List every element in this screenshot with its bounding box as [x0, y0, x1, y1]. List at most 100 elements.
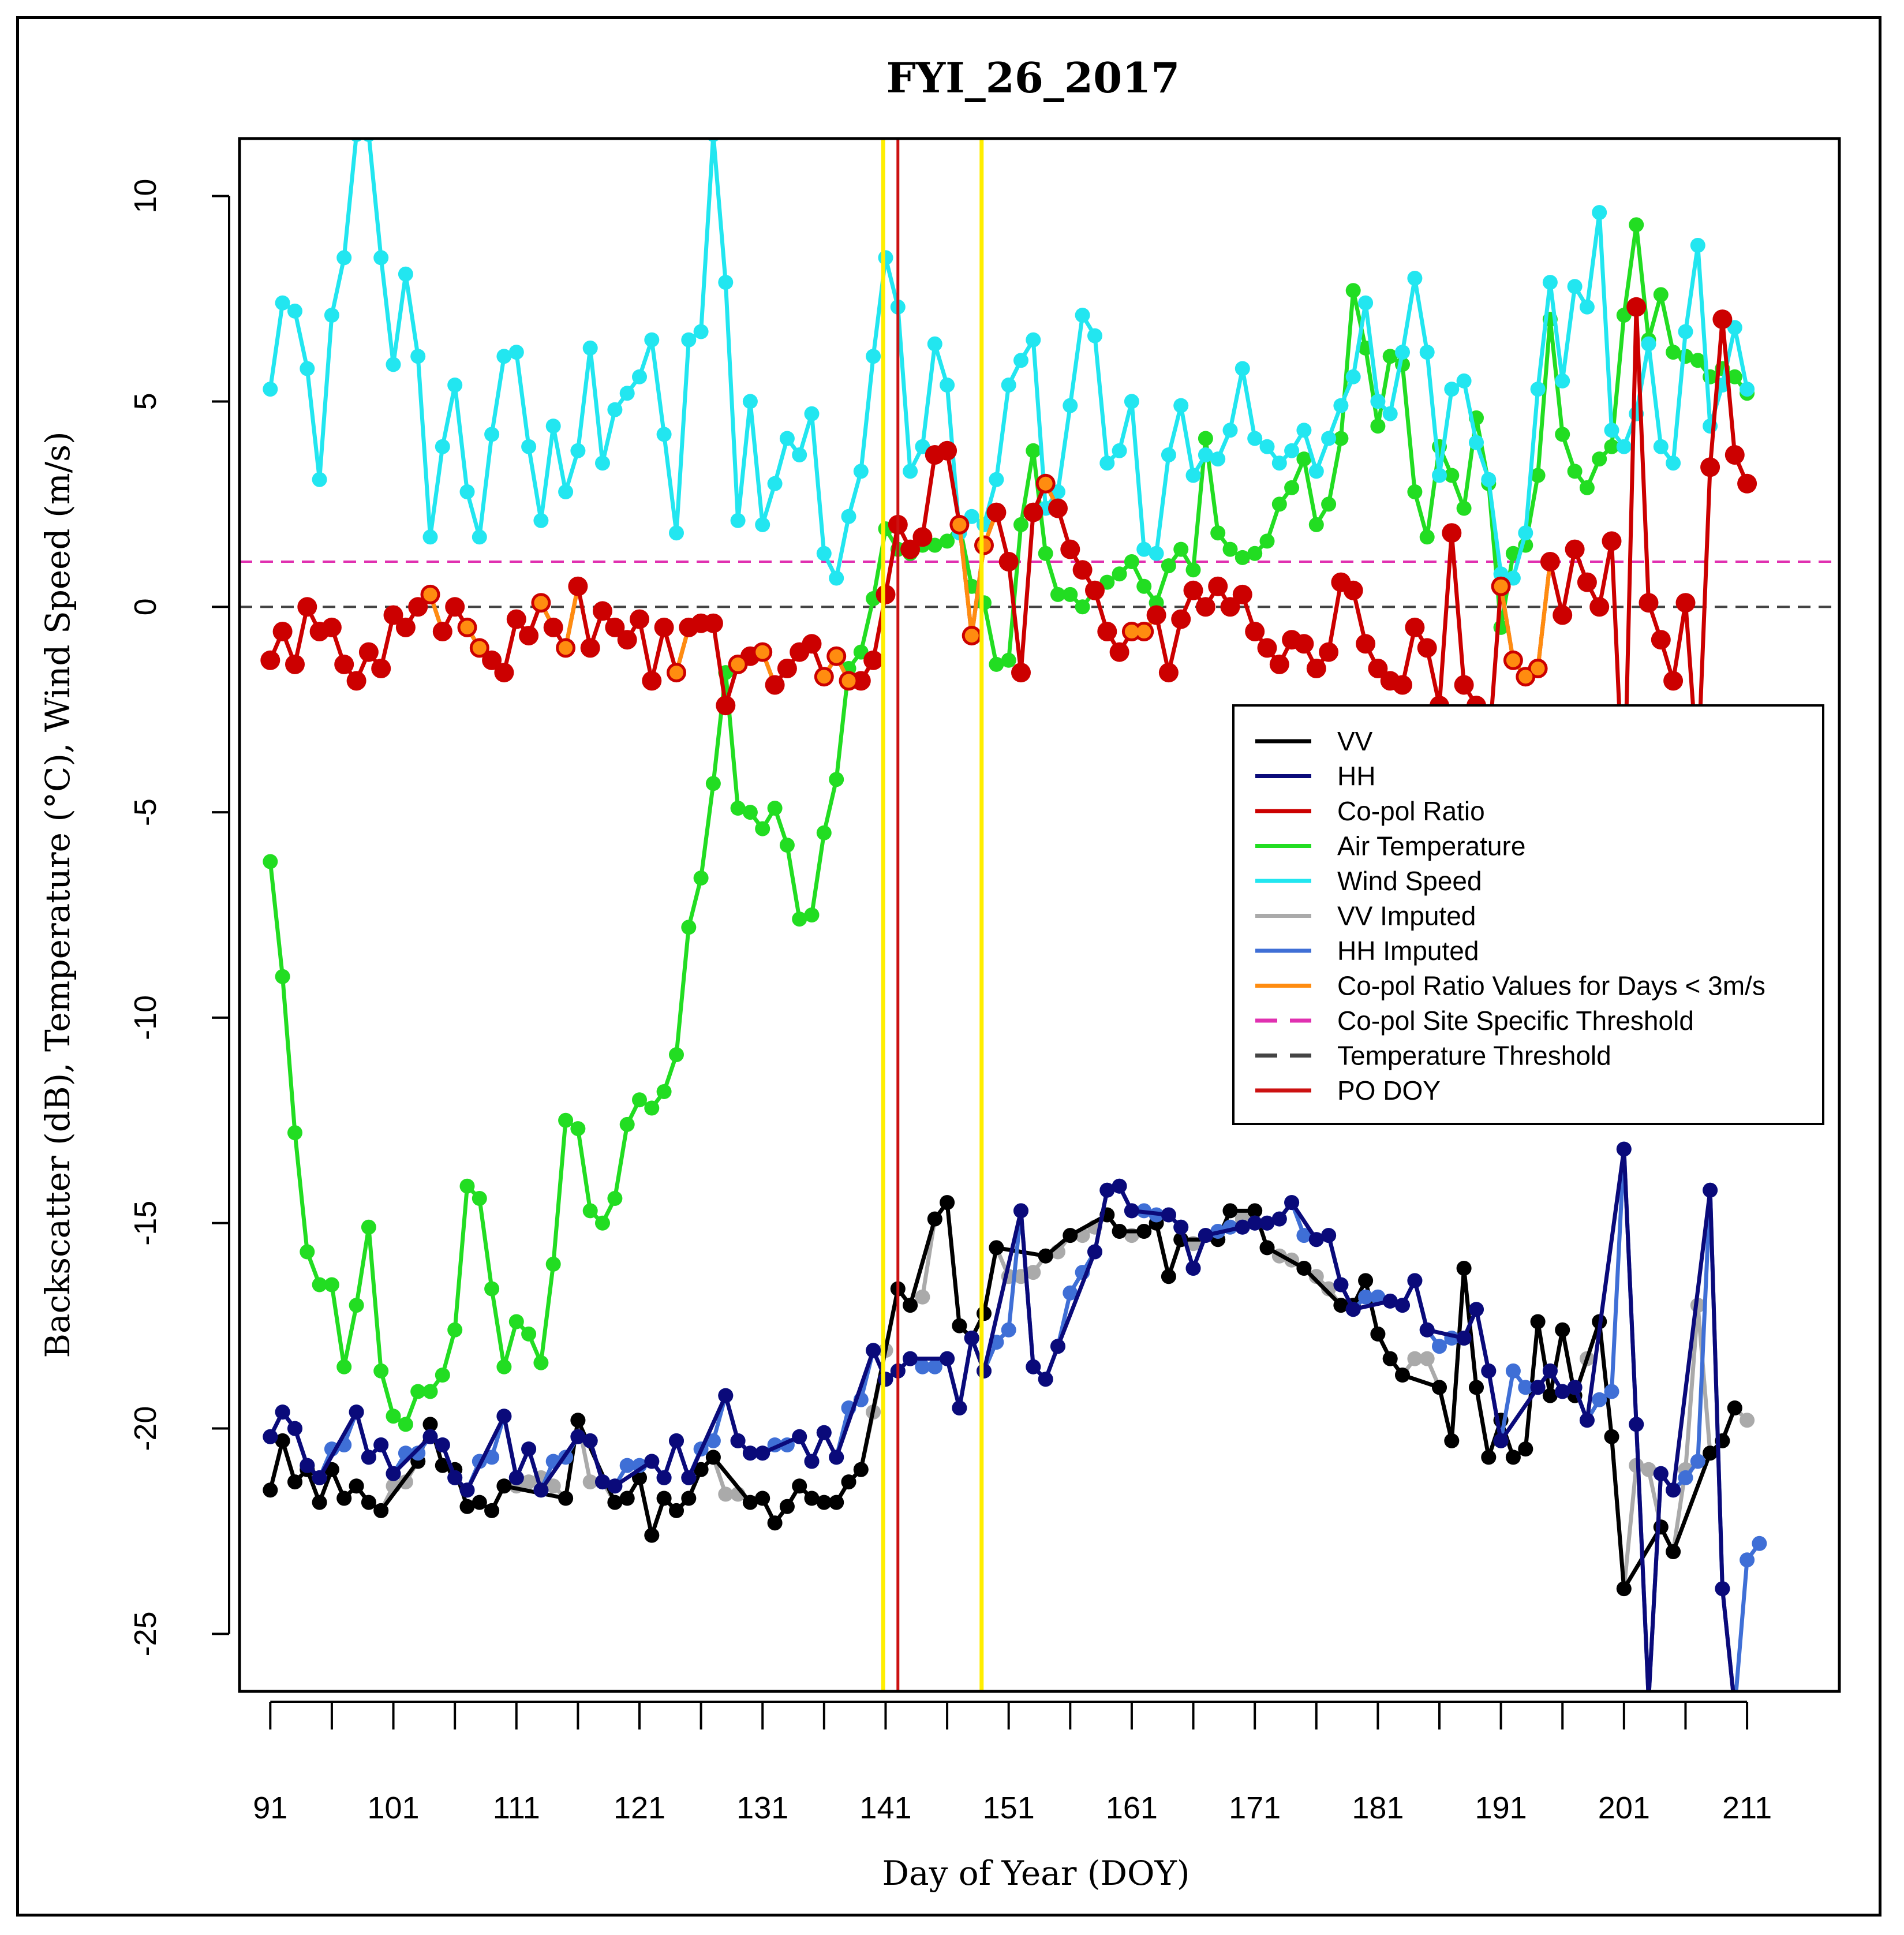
wind-speed-point [1555, 373, 1570, 389]
vv-imputed-point [915, 1289, 930, 1305]
air-temperature-point [1013, 517, 1028, 532]
legend-label: Air Temperature [1337, 831, 1525, 861]
wind-speed-point [275, 295, 290, 311]
x-tick-label: 161 [1106, 1791, 1158, 1825]
air-temperature-point [816, 825, 832, 841]
air-temperature-point [1124, 554, 1139, 569]
wind-speed-point [287, 303, 302, 319]
air-temperature-point [1112, 566, 1127, 582]
wind-speed-point [484, 427, 500, 442]
wind-speed-point [1321, 431, 1337, 446]
air-temperature-point [324, 1277, 339, 1293]
hh-point [940, 1351, 955, 1366]
vv-point [1259, 1240, 1275, 1256]
legend-label: VV Imputed [1337, 901, 1476, 931]
air-temperature-point [1050, 587, 1065, 602]
vv-point [459, 1499, 475, 1514]
air-temperature-point [558, 1112, 574, 1128]
wind-speed-point [619, 386, 635, 401]
copol-ratio-point [1737, 473, 1757, 494]
wind-speed-point [1419, 345, 1435, 360]
vv-point [1395, 1368, 1410, 1383]
wind-speed-point [730, 513, 746, 528]
copol-ratio-point [1048, 498, 1068, 518]
vv-point [349, 1478, 364, 1494]
copol-ratio-point [1171, 609, 1191, 629]
hh-point [644, 1454, 660, 1469]
hh-point [1026, 1359, 1041, 1374]
y-tick-label: 0 [128, 598, 163, 615]
hh-point [681, 1470, 697, 1485]
wind-speed-point [1247, 431, 1263, 446]
air-temperature-point [730, 801, 746, 816]
vv-point [841, 1474, 856, 1490]
wind-speed-point [1358, 295, 1374, 311]
vv-point [644, 1527, 660, 1543]
wind-speed-point [435, 439, 450, 454]
copol-ratio-point [506, 609, 526, 629]
copol-ratio-point [605, 617, 625, 637]
wind-speed-point [829, 570, 844, 586]
hh-point [1013, 1203, 1028, 1219]
copol-low-wind-point [559, 641, 573, 655]
legend-label: PO DOY [1337, 1075, 1441, 1105]
air-temperature-point [1173, 541, 1189, 557]
hh-point [669, 1433, 684, 1448]
hh-point [300, 1458, 315, 1473]
legend-label: Co-pol Site Specific Threshold [1337, 1006, 1694, 1036]
hh-point [1173, 1219, 1189, 1235]
hh-point [312, 1470, 327, 1485]
hh-point [287, 1421, 302, 1436]
copol-ratio-point [371, 659, 391, 678]
hh-point [1530, 1380, 1546, 1395]
hh-point [595, 1474, 610, 1490]
wind-speed-point [1308, 464, 1324, 479]
air-temperature-point [1530, 468, 1546, 483]
air-temperature-point [1235, 550, 1250, 565]
air-temperature-point [1567, 464, 1583, 479]
vv-point [484, 1503, 500, 1518]
copol-ratio-point [1319, 642, 1339, 662]
vv-point [1358, 1273, 1374, 1288]
copol-ratio-point [937, 440, 957, 461]
wind-speed-point [804, 406, 820, 421]
air-temperature-point [472, 1191, 487, 1206]
copol-ratio-point [334, 654, 354, 674]
vv-point [1542, 1388, 1558, 1403]
wind-speed-point [866, 349, 881, 364]
wind-speed-point [853, 464, 869, 479]
hh-imputed-point [1592, 1392, 1607, 1407]
wind-speed-point [1481, 472, 1497, 487]
copol-ratio-point [346, 671, 366, 691]
legend-label: Temperature Threshold [1337, 1041, 1611, 1071]
air-temperature-point [300, 1244, 315, 1260]
air-temperature-point [508, 1314, 524, 1329]
copol-ratio-point [1553, 605, 1573, 625]
hh-imputed-point [1678, 1470, 1693, 1485]
vv-point [767, 1515, 783, 1531]
x-tick-label: 181 [1352, 1791, 1404, 1825]
hh-point [582, 1433, 598, 1448]
air-temperature-point [336, 1359, 352, 1374]
vv-point [287, 1474, 302, 1490]
air-temperature-point [422, 1384, 438, 1399]
x-tick-label: 131 [736, 1791, 788, 1825]
hh-point [1555, 1384, 1570, 1399]
vv-point [1444, 1433, 1460, 1448]
hh-point [1456, 1331, 1472, 1346]
wind-speed-point [940, 378, 955, 393]
air-temperature-point [1185, 562, 1201, 578]
copol-ratio-point [432, 622, 452, 641]
copol-low-wind-point [731, 657, 745, 671]
air-temperature-point [1271, 496, 1287, 512]
air-temperature-point [312, 1277, 327, 1293]
hh-point [1284, 1195, 1300, 1211]
air-temperature-point [619, 1116, 635, 1132]
hh-imputed-point [1358, 1289, 1374, 1305]
air-temperature-point [1026, 443, 1041, 458]
wind-speed-point [1185, 468, 1201, 483]
wind-speed-point [1407, 271, 1423, 286]
hh-point [521, 1441, 537, 1457]
y-tick-label: -25 [128, 1611, 163, 1656]
air-temperature-point [632, 1092, 647, 1108]
